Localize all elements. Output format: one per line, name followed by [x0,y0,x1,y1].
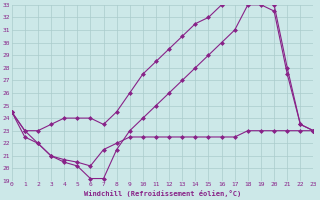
X-axis label: Windchill (Refroidissement éolien,°C): Windchill (Refroidissement éolien,°C) [84,190,241,197]
